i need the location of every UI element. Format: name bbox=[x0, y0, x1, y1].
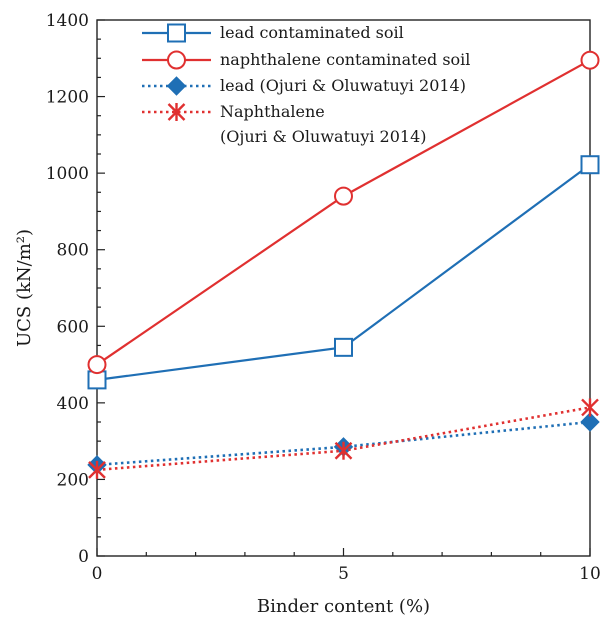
legend-label: Naphthalene bbox=[220, 102, 325, 121]
legend-entry-2: naphthalene contaminated soil bbox=[142, 50, 470, 70]
y-tick-label: 0 bbox=[78, 547, 89, 567]
legend-marker bbox=[167, 23, 186, 43]
axes: 0 200 400 600 800 1000 1200 1400 0 5 10 bbox=[46, 11, 601, 584]
data-point bbox=[580, 155, 600, 175]
legend-entry-4: Naphthalene (Ojuri & Oluwatuyi 2014) bbox=[142, 102, 427, 146]
y-axis-title: UCS (kN/m²) bbox=[14, 229, 35, 347]
legend-marker bbox=[167, 103, 186, 121]
data-point bbox=[88, 460, 106, 479]
x-axis-title: Binder content (%) bbox=[257, 596, 430, 617]
series-layer bbox=[87, 50, 600, 479]
data-point bbox=[334, 441, 353, 460]
y-tick-label: 400 bbox=[57, 394, 89, 414]
y-tick-label: 600 bbox=[57, 317, 89, 337]
data-point bbox=[334, 186, 353, 206]
y-tick-label: 800 bbox=[57, 241, 89, 261]
legend-marker bbox=[166, 76, 187, 96]
legend-entry-3: lead (Ojuri & Oluwatuyi 2014) bbox=[142, 76, 466, 96]
legend-marker bbox=[167, 50, 186, 70]
series-2 bbox=[87, 50, 600, 375]
y-tick-label: 1200 bbox=[46, 88, 89, 108]
y-tick-label: 200 bbox=[57, 470, 89, 490]
data-point bbox=[580, 50, 600, 70]
legend-label: naphthalene contaminated soil bbox=[220, 50, 470, 69]
legend: lead contaminated soil naphthalene contam… bbox=[142, 23, 470, 146]
x-tick-label: 5 bbox=[338, 564, 349, 584]
data-point bbox=[87, 355, 107, 375]
series-4 bbox=[88, 398, 599, 479]
legend-label: lead (Ojuri & Oluwatuyi 2014) bbox=[220, 76, 466, 95]
legend-label-line2: (Ojuri & Oluwatuyi 2014) bbox=[220, 127, 427, 146]
y-tick-label: 1400 bbox=[46, 11, 89, 31]
x-tick-label: 10 bbox=[579, 564, 601, 584]
data-point bbox=[580, 412, 600, 432]
legend-label: lead contaminated soil bbox=[220, 23, 404, 42]
x-tick-label: 0 bbox=[92, 564, 103, 584]
legend-entry-1: lead contaminated soil bbox=[142, 23, 404, 43]
data-point bbox=[581, 398, 599, 417]
data-point bbox=[334, 337, 353, 357]
y-tick-label: 1000 bbox=[46, 164, 89, 184]
